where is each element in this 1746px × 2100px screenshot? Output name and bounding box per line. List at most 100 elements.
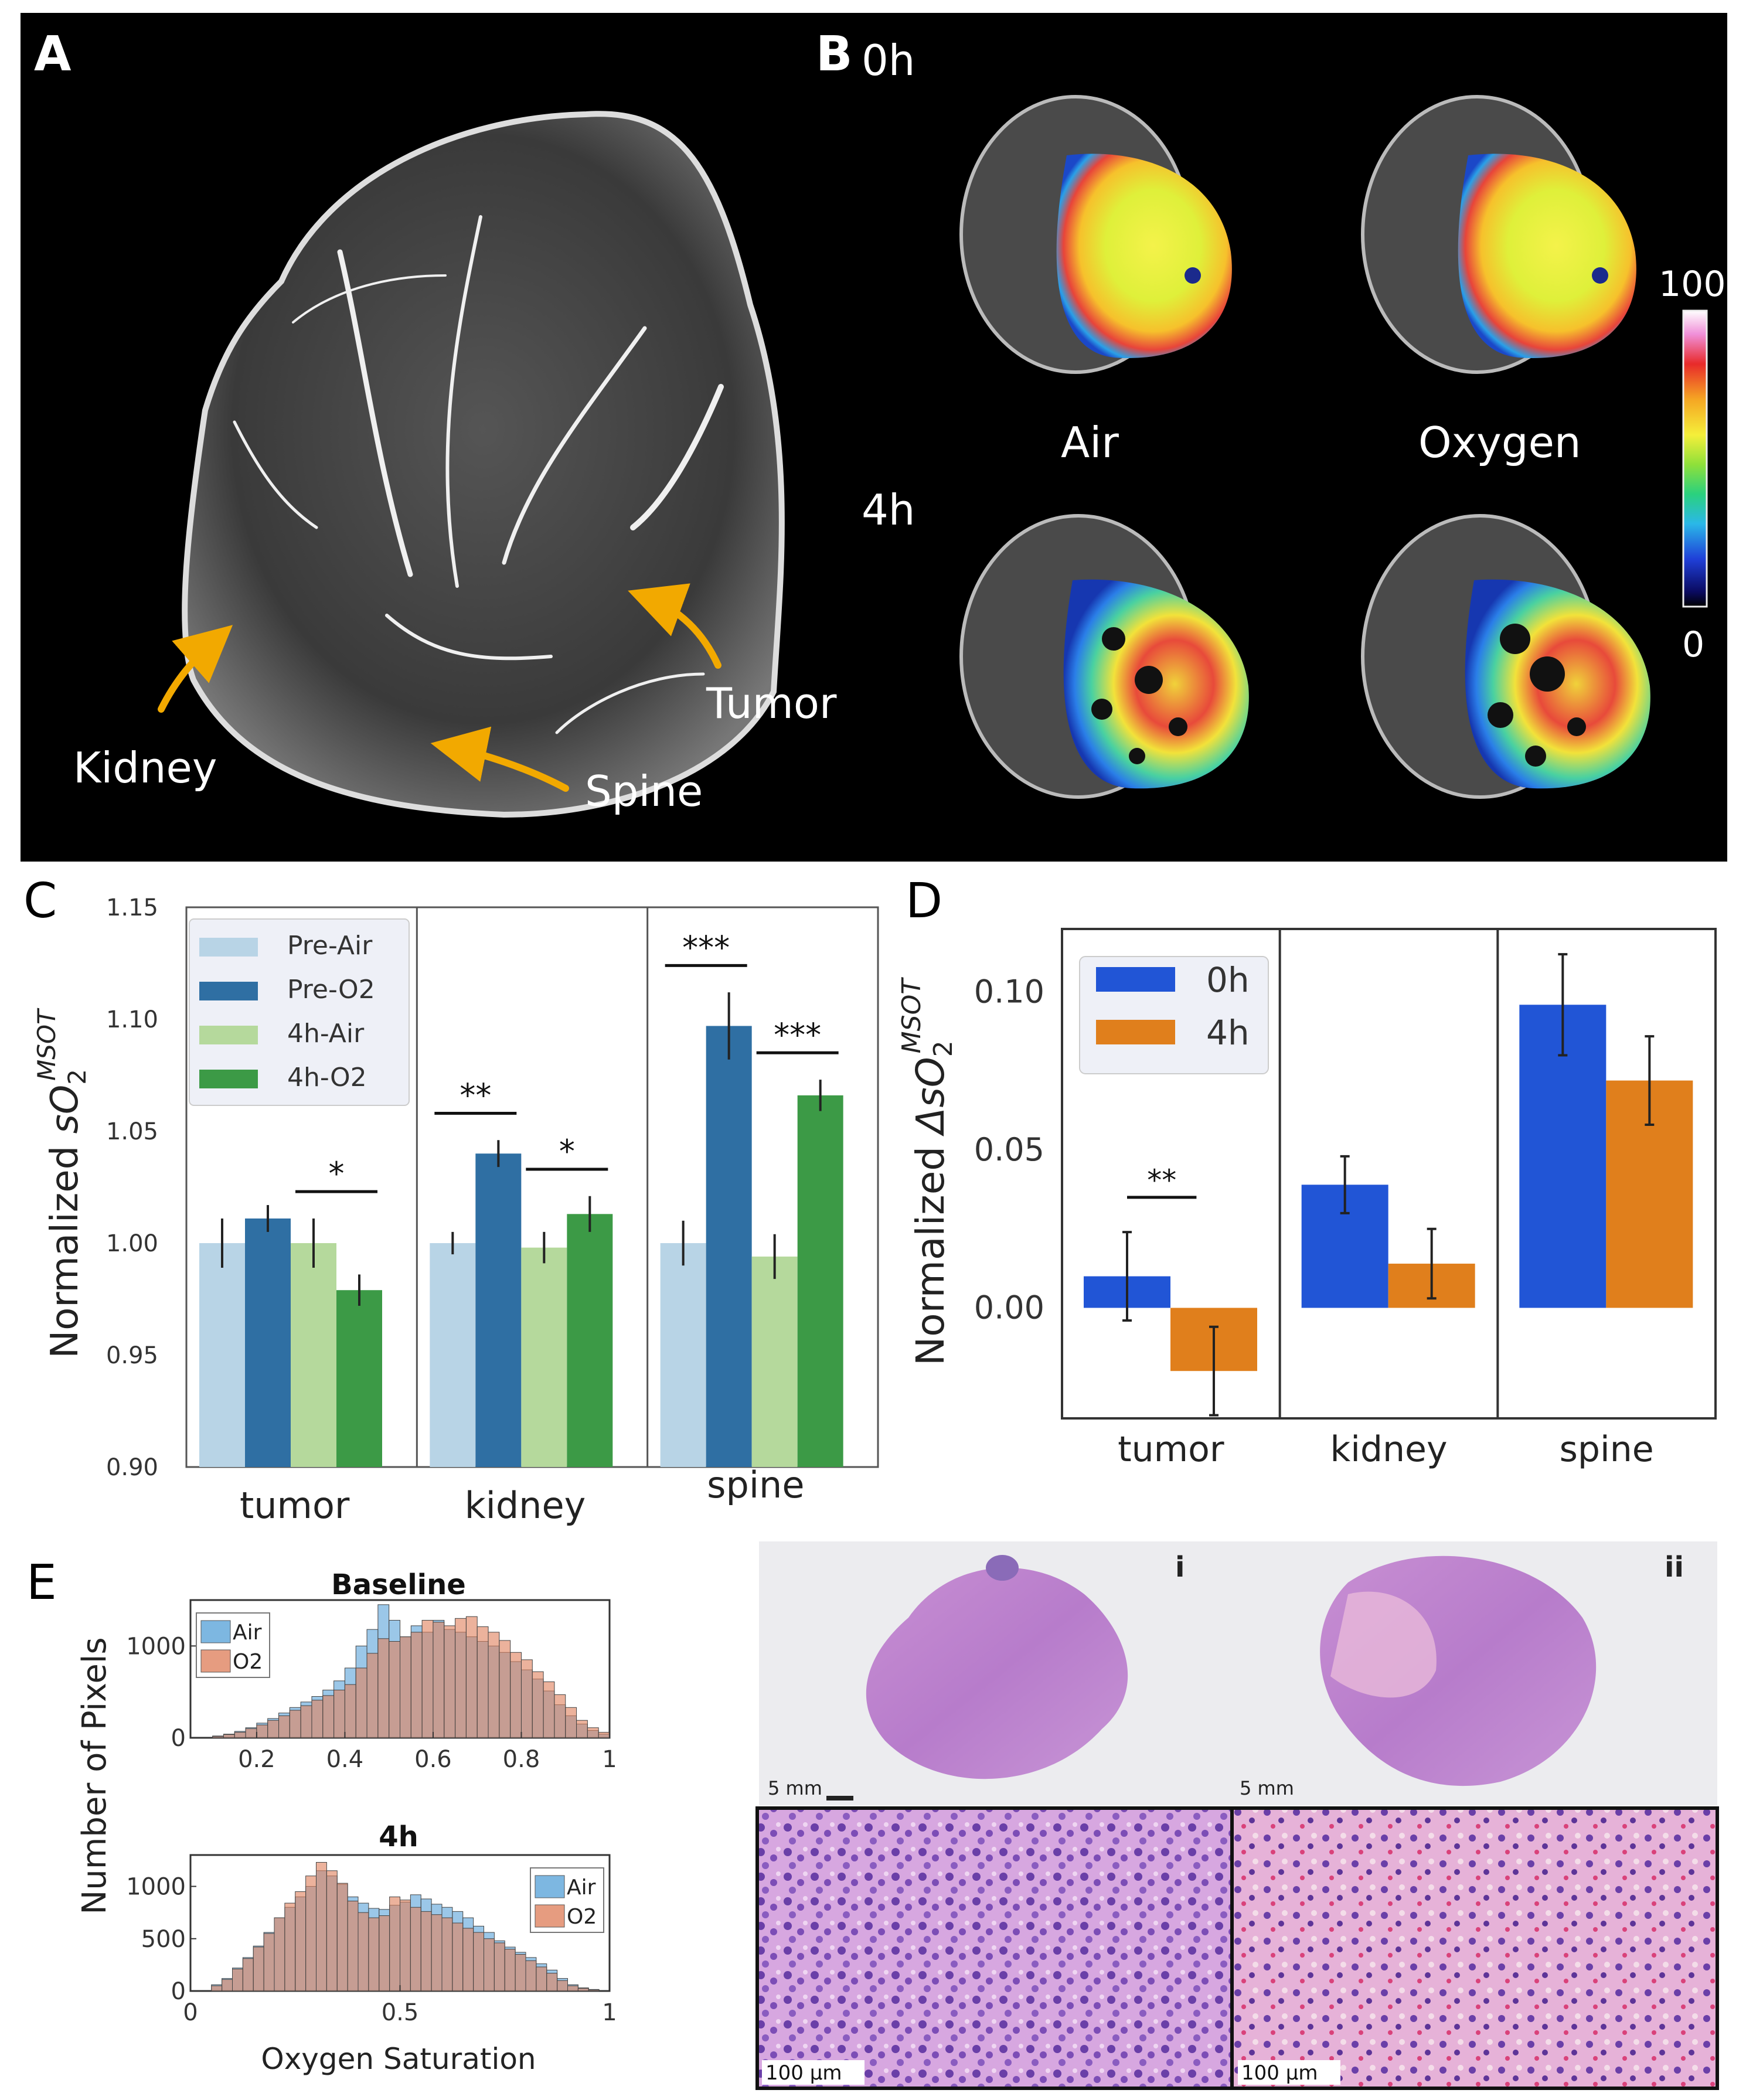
legend-label: O2 <box>567 1905 597 1929</box>
chart-e2-legend: Air O2 <box>530 1867 604 1933</box>
panel-label-e: E <box>26 1555 57 1611</box>
legend-swatch <box>199 938 258 957</box>
scalebar-bottom-i-bg <box>762 2060 865 2085</box>
panel-label-c: C <box>23 873 57 929</box>
y-tick-label: 500 <box>141 1926 186 1953</box>
panel-b: B 0h 4h Air Oxygen 100 <box>816 26 1726 799</box>
label-oxygen: Oxygen <box>1418 418 1581 467</box>
legend-label: Pre-O2 <box>287 975 375 1005</box>
label-0h: 0h <box>862 36 915 85</box>
legend-label: 0h <box>1206 960 1250 1000</box>
panel-c: C 0.900.951.001.051.101.15 ********** tu… <box>23 873 879 1527</box>
y-tick-label: 0.90 <box>106 1454 158 1481</box>
hist-bin-O2 <box>546 1973 558 1992</box>
legend-label: Pre-Air <box>287 931 373 961</box>
tumor-arrow <box>628 583 721 669</box>
chart-d-group-dividers <box>1278 929 1499 1418</box>
chart-e2-histogram <box>211 1861 600 1992</box>
chart-d-x-labels: tumor kidney spine <box>1118 1429 1654 1470</box>
label-4h: 4h <box>862 485 915 535</box>
hist-bin-O2 <box>431 1914 443 1992</box>
legend-swatch <box>535 1875 565 1898</box>
scalebar-top-i: 5 mm <box>768 1777 822 1799</box>
hist-bin-O2 <box>504 1949 516 1992</box>
y-tick-label: 1.05 <box>106 1118 158 1145</box>
hist-bin-O2 <box>444 1625 456 1738</box>
bar-pre-air-tumor <box>199 1243 245 1467</box>
bar-4h-air-spine <box>751 1256 798 1467</box>
significance-stars: *** <box>682 929 730 966</box>
hist-bin-O2 <box>289 1710 301 1738</box>
scan-4h-oxygen <box>1361 514 1650 799</box>
y-tick-label: 0.00 <box>974 1289 1044 1326</box>
y-tick-label: 0 <box>171 1978 186 2005</box>
legend-swatch <box>1096 967 1175 992</box>
colorbar-max: 100 <box>1659 264 1726 305</box>
hist-bin-O2 <box>499 1640 511 1738</box>
y-tick-label: 0 <box>171 1725 186 1752</box>
hist-bin-O2 <box>455 1618 467 1738</box>
hist-bin-O2 <box>316 1861 327 1992</box>
tissue-node-i <box>986 1555 1019 1581</box>
hist-bin-O2 <box>465 1616 478 1738</box>
x-tick-label: kidney <box>1330 1429 1448 1470</box>
hist-bin-O2 <box>326 1870 338 1992</box>
hist-bin-O2 <box>473 1932 484 1992</box>
hist-bin-O2 <box>336 1883 348 1992</box>
chart-c-legend: Pre-Air Pre-O2 4h-Air 4h-O2 <box>189 918 410 1106</box>
bar-pre-o2-tumor <box>245 1218 291 1467</box>
scan-4h-air <box>959 514 1249 799</box>
chart-e1-ticks: 0 1000 0.2 0.4 0.6 0.8 1 <box>126 1633 617 1773</box>
y-tick-label: 1.15 <box>106 894 158 921</box>
hist-bin-O2 <box>267 1720 280 1738</box>
significance-stars: ** <box>460 1077 491 1114</box>
hist-bin-O2 <box>389 1641 400 1738</box>
hist-bin-O2 <box>452 1922 464 1992</box>
hist-bin-O2 <box>368 1917 380 1992</box>
hist-bin-O2 <box>242 1958 254 1992</box>
hist-bin-O2 <box>366 1653 379 1738</box>
significance-stars: *** <box>774 1016 821 1053</box>
hist-bin-O2 <box>377 1638 390 1738</box>
chart-d-significance: ** <box>1127 1163 1197 1199</box>
label-spine: Spine <box>585 767 703 816</box>
legend-label: 4h-Air <box>287 1019 365 1049</box>
hist-bin-O2 <box>284 1902 296 1992</box>
scan-0h-oxygen <box>1361 95 1636 374</box>
chart-e2-title: 4h <box>379 1820 418 1853</box>
x-tick-label: 0.5 <box>382 1999 419 2026</box>
label-air: Air <box>1061 418 1119 467</box>
chart-c-x-labels: tumor kidney spine <box>240 1463 805 1527</box>
hist-bin-O2 <box>400 1900 411 1992</box>
hist-bin-O2 <box>322 1695 335 1738</box>
y-tick-label: 0.05 <box>974 1131 1044 1168</box>
bar-4h-air-tumor <box>291 1243 336 1467</box>
histology-zoom-i <box>755 1806 1234 2090</box>
hist-bin-O2 <box>232 1969 243 1992</box>
hist-bin-O2 <box>587 1727 599 1738</box>
hist-bin-O2 <box>234 1732 246 1738</box>
significance-stars: * <box>329 1155 345 1192</box>
hist-bin-O2 <box>493 1942 505 1992</box>
hist-bin-O2 <box>222 1979 233 1992</box>
hist-bin-O2 <box>347 1901 359 1992</box>
scalebar-top-ii: 5 mm <box>1240 1777 1294 1799</box>
hist-bin-O2 <box>565 1707 577 1738</box>
hist-bin-O2 <box>410 1632 423 1738</box>
panel-label-d: D <box>906 873 942 929</box>
x-tick-label: 0.4 <box>326 1746 364 1773</box>
y-tick-label: 0.10 <box>974 974 1044 1010</box>
hist-bin-O2 <box>510 1652 522 1738</box>
chart-e1-legend: Air O2 <box>196 1612 270 1678</box>
hist-bin-O2 <box>358 1912 369 1992</box>
bar-4h-o2-tumor <box>336 1290 382 1467</box>
legend-swatch <box>199 982 258 1000</box>
scalebar-bottom-ii: 100 µm <box>1241 2061 1318 2085</box>
legend-swatch <box>535 1904 565 1928</box>
hist-bin-O2 <box>410 1907 421 1992</box>
x-tick-label: 0 <box>183 1999 198 2026</box>
x-tick-label: 0.6 <box>414 1746 452 1773</box>
significance-stars: ** <box>1147 1163 1176 1197</box>
